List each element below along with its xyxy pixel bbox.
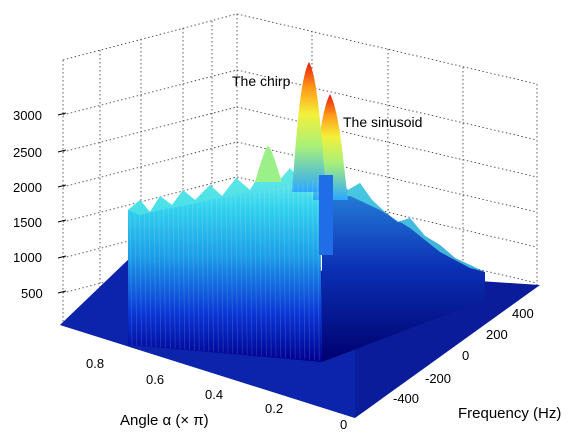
texture-line <box>316 179 320 361</box>
y-axis-label: Frequency (Hz) <box>458 405 561 422</box>
texture-line <box>206 200 210 352</box>
minor-peak <box>255 146 282 182</box>
z-tick-label: 3000 <box>13 108 42 123</box>
surface-front <box>128 168 322 362</box>
texture-line <box>192 203 195 351</box>
x-tick-label: 0.6 <box>146 372 164 387</box>
z-tick-mark <box>57 290 67 294</box>
texture-line <box>283 186 286 358</box>
texture-line <box>268 188 272 357</box>
z-tick-label: 1000 <box>13 250 42 265</box>
texture-line <box>163 208 166 348</box>
surface-texture <box>129 179 320 361</box>
x-tick-label: 0.8 <box>86 356 104 371</box>
gridline <box>62 13 238 61</box>
texture-line <box>307 181 310 360</box>
x-tick-label: 0 <box>340 417 347 432</box>
texture-line <box>129 214 133 346</box>
texture-line <box>240 194 243 355</box>
texture-line <box>196 202 200 351</box>
peak-chirp <box>292 62 326 192</box>
gridline <box>236 212 538 284</box>
texture-line <box>273 187 277 358</box>
texture-line <box>264 189 267 357</box>
texture-line <box>244 193 248 355</box>
texture-line <box>168 207 171 349</box>
texture-line <box>134 214 138 346</box>
gridline <box>62 69 238 116</box>
z-tick-label: 500 <box>21 286 43 301</box>
texture-line <box>187 204 190 350</box>
texture-line <box>153 210 157 348</box>
z-tick-mark <box>57 149 67 153</box>
texture-line <box>288 185 291 359</box>
gridline <box>62 141 238 188</box>
texture-line <box>292 184 296 359</box>
x-tick-labels: 0.8 0.6 0.4 0.2 0 <box>86 356 347 432</box>
texture-line <box>254 191 258 356</box>
y-tick-label: 0 <box>462 348 469 363</box>
y-tick-label: 400 <box>512 306 534 321</box>
z-tick-mark <box>57 255 67 259</box>
texture-line <box>139 213 142 346</box>
texture-line <box>201 201 205 352</box>
y-tick-label: -200 <box>425 371 451 386</box>
texture-line <box>235 195 238 354</box>
gridline <box>236 176 538 248</box>
texture-line <box>220 197 224 353</box>
z-tick-label: 2500 <box>13 145 42 160</box>
texture-line <box>144 212 147 347</box>
texture-line <box>230 196 234 354</box>
texture-line <box>297 183 301 360</box>
texture-line <box>177 205 181 350</box>
y-tick-label: 200 <box>486 327 508 342</box>
z-tick-label: 1500 <box>13 215 42 230</box>
y-tick-label: -400 <box>393 391 419 406</box>
z-axis-ticks <box>57 112 67 294</box>
z-tick-label: 2000 <box>13 180 42 195</box>
texture-line <box>216 198 219 353</box>
z-tick-mark <box>57 219 67 223</box>
texture-line <box>225 196 229 354</box>
texture-line <box>172 206 176 349</box>
x-axis-label: Angle α (× π) <box>120 412 209 429</box>
gridline <box>236 69 538 141</box>
texture-line <box>158 209 162 348</box>
texture-line <box>249 192 253 356</box>
gridline <box>236 106 538 178</box>
surface-top <box>128 168 485 272</box>
annotation-chirp: The chirp <box>232 73 291 89</box>
gridline <box>236 141 538 213</box>
peak-stem <box>319 175 333 255</box>
texture-line <box>312 180 315 361</box>
texture-line <box>259 190 262 356</box>
texture-line <box>211 199 214 352</box>
texture-line <box>302 182 306 360</box>
x-tick-label: 0.2 <box>265 401 283 416</box>
z-tick-mark <box>57 112 67 116</box>
texture-line <box>278 187 282 358</box>
z-tick-mark <box>57 184 67 188</box>
y-tick-labels: -400 -200 0 200 400 <box>393 306 534 406</box>
texture-line <box>182 205 186 350</box>
z-tick-labels: 3000 2500 2000 1500 1000 500 <box>13 108 43 301</box>
surface-side <box>322 175 485 362</box>
gridline <box>236 13 538 85</box>
gridline <box>62 106 238 153</box>
axes-box <box>62 13 538 325</box>
x-tick-label: 0.4 <box>205 387 223 402</box>
texture-line <box>148 211 152 347</box>
annotation-sinusoid: The sinusoid <box>343 114 422 130</box>
